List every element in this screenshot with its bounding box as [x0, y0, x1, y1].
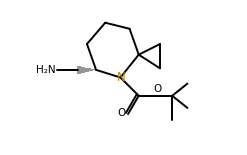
Text: N: N [116, 71, 125, 84]
Text: H₂N: H₂N [36, 65, 56, 75]
Text: O: O [153, 84, 162, 94]
Text: O: O [117, 108, 125, 118]
